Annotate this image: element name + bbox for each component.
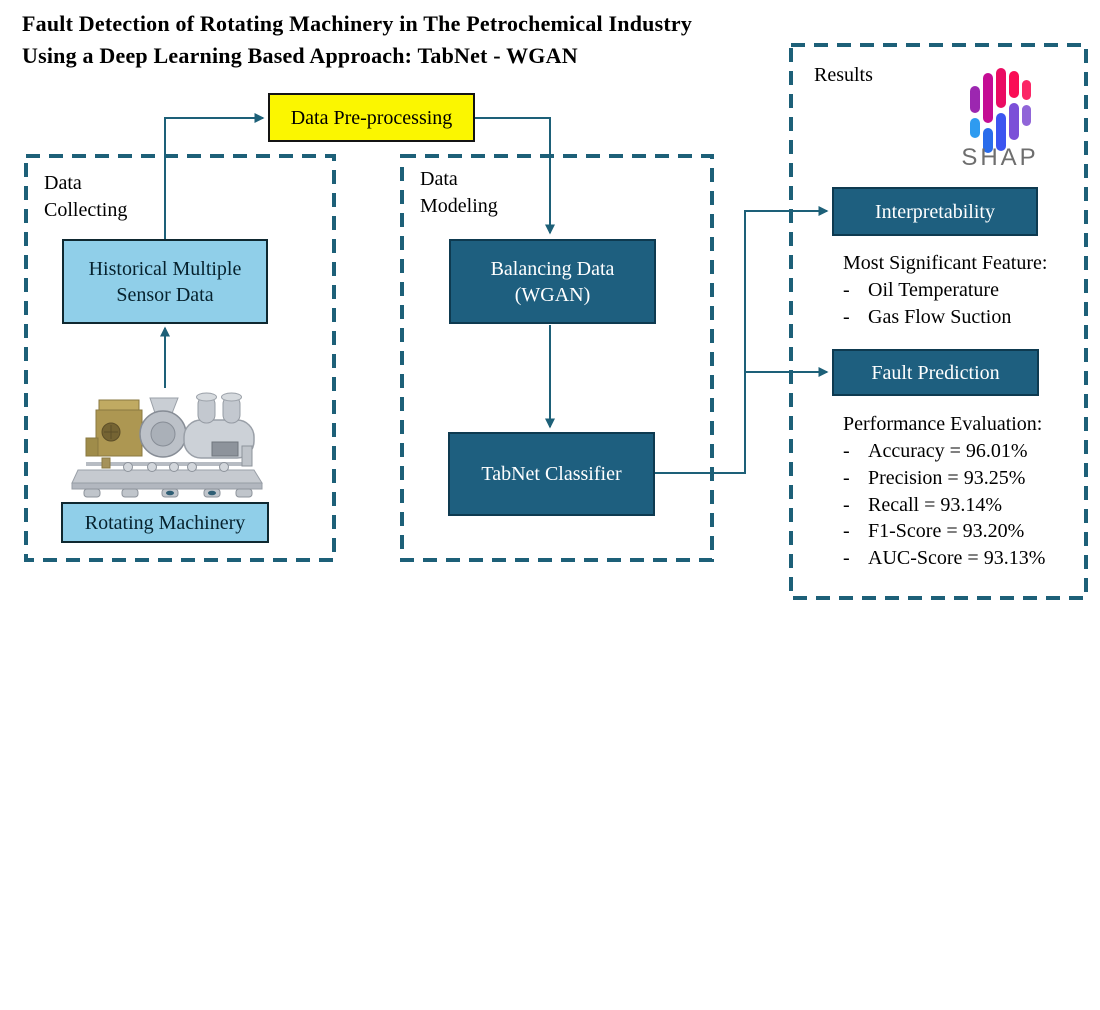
group-label-results: Results bbox=[814, 64, 873, 86]
feature-item-label: Oil Temperature bbox=[868, 279, 999, 301]
shap-logo-icon bbox=[970, 68, 1031, 153]
group-label-data-collecting: Data Collecting bbox=[44, 172, 128, 221]
metric-item-label: Recall = 93.14% bbox=[868, 493, 1003, 516]
performance-heading: Performance Evaluation: bbox=[843, 413, 1043, 435]
dashed-region-data-modeling bbox=[400, 154, 714, 562]
bullet-dash: - bbox=[843, 306, 850, 328]
node-balancing-data-wgan: Balancing Data (WGAN) bbox=[449, 239, 656, 324]
bullet-dash: - bbox=[843, 493, 850, 516]
page-title: Fault Detection of Rotating Machinery in… bbox=[22, 11, 693, 68]
node-data-preprocessing: Data Pre-processing bbox=[268, 93, 475, 142]
metrics-list: - Accuracy = 96.01% - Precision = 93.25%… bbox=[843, 438, 1045, 572]
metric-item-label: Precision = 93.25% bbox=[868, 466, 1026, 489]
connector-historical-to-preprocessing bbox=[164, 113, 265, 239]
rotating-machinery-photo bbox=[71, 392, 263, 498]
features-heading: Most Significant Feature: bbox=[843, 252, 1048, 274]
node-rotating-machinery: Rotating Machinery bbox=[61, 502, 269, 543]
metric-item-label: Accuracy = 96.01% bbox=[868, 440, 1028, 462]
node-historical-sensor-data: Historical Multiple Sensor Data bbox=[62, 239, 268, 324]
metric-item: - Accuracy = 96.01% bbox=[843, 438, 1045, 465]
metric-item: - F1-Score = 93.20% bbox=[843, 518, 1045, 545]
group-label-data-modeling: Data Modeling bbox=[420, 168, 498, 217]
metric-item-label: F1-Score = 93.20% bbox=[868, 520, 1025, 543]
connector-tabnet-to-interpretability bbox=[655, 206, 829, 474]
node-interpretability: Interpretability bbox=[832, 187, 1038, 236]
bullet-dash: - bbox=[843, 520, 850, 543]
shap-wordmark: SHAP bbox=[961, 144, 1039, 171]
connector-preprocessing-to-balancing bbox=[475, 117, 555, 235]
metric-item-label: AUC-Score = 93.13% bbox=[868, 547, 1046, 570]
feature-item: - Oil Temperature bbox=[843, 277, 1011, 304]
bullet-dash: - bbox=[843, 440, 850, 462]
bullet-dash: - bbox=[843, 466, 850, 489]
feature-item-label: Gas Flow Suction bbox=[868, 306, 1012, 328]
dashed-region-results bbox=[789, 43, 1088, 600]
node-fault-prediction: Fault Prediction bbox=[832, 349, 1039, 396]
dashed-region-data-collecting bbox=[24, 154, 336, 562]
node-tabnet-classifier: TabNet Classifier bbox=[448, 432, 655, 516]
metric-item: - AUC-Score = 93.13% bbox=[843, 545, 1045, 572]
bullet-dash: - bbox=[843, 279, 850, 301]
features-list: - Oil Temperature - Gas Flow Suction bbox=[843, 277, 1011, 331]
metric-item: - Recall = 93.14% bbox=[843, 492, 1045, 519]
bullet-dash: - bbox=[843, 547, 850, 570]
feature-item: - Gas Flow Suction bbox=[843, 304, 1011, 331]
metric-item: - Precision = 93.25% bbox=[843, 465, 1045, 492]
